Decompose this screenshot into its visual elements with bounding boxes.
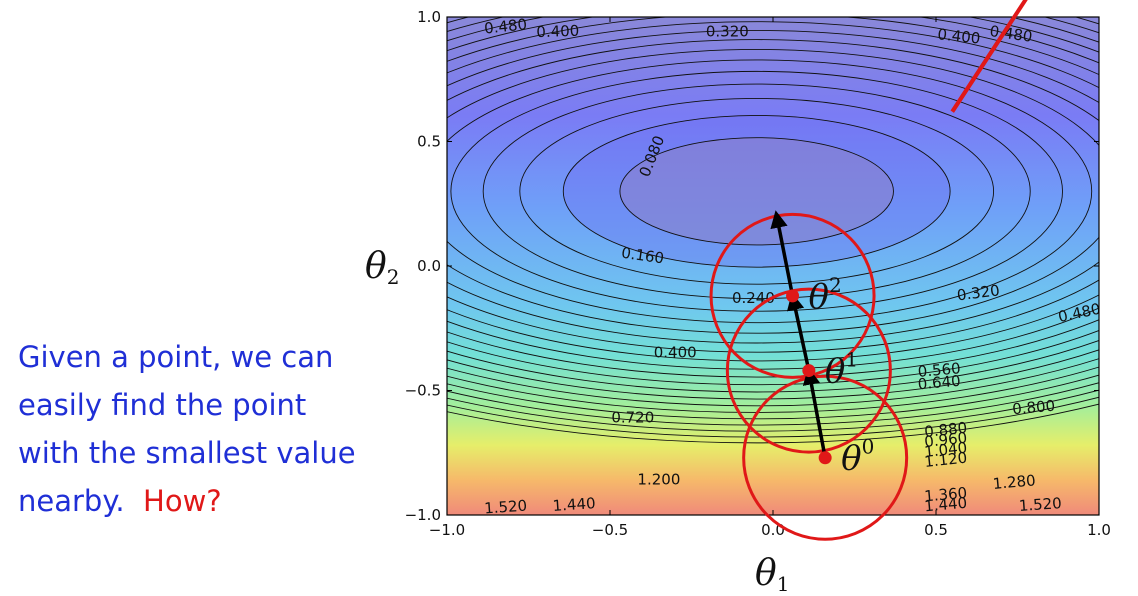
path-point (786, 289, 800, 303)
contour-line (447, 382, 1099, 426)
contour-label: 0.400 (654, 344, 697, 362)
caption-line-3: with the smallest value (18, 436, 356, 470)
contour-line (447, 17, 1099, 407)
neighborhood-circle (725, 287, 892, 454)
descent-arrow (786, 292, 811, 371)
gradient-descent-path: θ0 θ1 θ2 (709, 210, 909, 541)
contour-line (450, 70, 1063, 312)
contour-label: 1.360 (924, 484, 968, 506)
contour-label: 1.520 (484, 497, 528, 518)
contour-line (447, 39, 1099, 344)
plot-background (447, 17, 1099, 515)
contour-label: 0.720 (611, 408, 654, 426)
path-point-label: θ0 (841, 435, 874, 479)
plot-area: 0.480 0.400 0.320 0.400 0.4800.0800.1600.240… (447, 15, 1099, 518)
path-point (818, 451, 832, 465)
contour-label: 0.880 (923, 419, 968, 441)
contour-line (447, 389, 1099, 432)
contour-label: 0.400 (937, 25, 982, 47)
contour-label: 1.280 (992, 471, 1036, 493)
contour-line (447, 17, 1099, 378)
caption-nearby: nearby. (18, 484, 125, 518)
caption-line-4: nearby. How? (18, 477, 418, 525)
contour-label: 0.400 (536, 22, 580, 41)
y-tick-label: −1.0 (405, 506, 441, 524)
contour-label: 1.440 (924, 494, 968, 516)
contour-label: 0.320 (956, 281, 1001, 304)
contour-lines (447, 17, 1099, 444)
contour-line (447, 17, 1099, 386)
neighborhood-circle (742, 374, 909, 541)
x-tick-label: 0.0 (761, 521, 785, 539)
x-tick-label: −0.5 (592, 521, 628, 539)
contour-label: 0.320 (706, 22, 749, 40)
contour-label: 0.560 (917, 359, 961, 381)
y-tick-label: 1.0 (417, 8, 441, 26)
contour-label: 1.440 (552, 494, 596, 515)
path-point (802, 364, 816, 378)
neighborhood-circle (709, 212, 876, 379)
contour-line (447, 17, 1099, 393)
contour-line (447, 17, 1099, 400)
contour-line (447, 48, 1099, 334)
x-tick-label: −1.0 (429, 521, 465, 539)
x-tick-label: 0.5 (924, 521, 948, 539)
contour-line (447, 396, 1099, 438)
path-point-label: θ2 (809, 273, 842, 317)
caption-line-2: easily find the point (18, 388, 307, 422)
contour-line (619, 137, 894, 246)
contour-line (447, 21, 1099, 362)
contour-label: 1.120 (923, 449, 968, 471)
contour-line (519, 97, 995, 285)
caption-text: Given a point, we can easily find the po… (18, 333, 418, 525)
contour-label: 0.960 (923, 429, 968, 451)
filled-contours (563, 115, 951, 268)
contour-line (447, 374, 1099, 420)
contour-label: 1.520 (1018, 494, 1062, 515)
contour-line (447, 403, 1099, 444)
contour-label: 1.200 (637, 471, 680, 489)
y-tick-label: 0.5 (417, 133, 441, 151)
y-tick-label: 0.0 (417, 257, 441, 275)
x-tick-label: 1.0 (1087, 521, 1111, 539)
contour-label: 0.240 (732, 289, 775, 307)
contour-label: 1.040 (923, 439, 968, 461)
descent-arrow (770, 210, 795, 297)
caption-question: How? (143, 484, 222, 518)
y-tick-label: −0.5 (405, 382, 441, 400)
contour-line (447, 29, 1099, 353)
contour-fill (619, 137, 894, 245)
contour-line (562, 114, 951, 268)
contour-label: 0.480 (483, 15, 528, 37)
contour-label: 0.640 (917, 372, 961, 394)
contour-label: 0.800 (1012, 397, 1056, 419)
caption-line-1: Given a point, we can (18, 340, 334, 374)
path-point-label: θ1 (825, 348, 858, 392)
contour-line (447, 59, 1093, 324)
contour-label: 0.160 (620, 244, 665, 268)
x-axis-label: θ1 (755, 553, 789, 596)
y-axis-label: θ2 (365, 246, 399, 289)
gradient-line-extension (950, 0, 1028, 113)
descent-arrow (802, 367, 827, 459)
contour-line (482, 83, 1031, 300)
